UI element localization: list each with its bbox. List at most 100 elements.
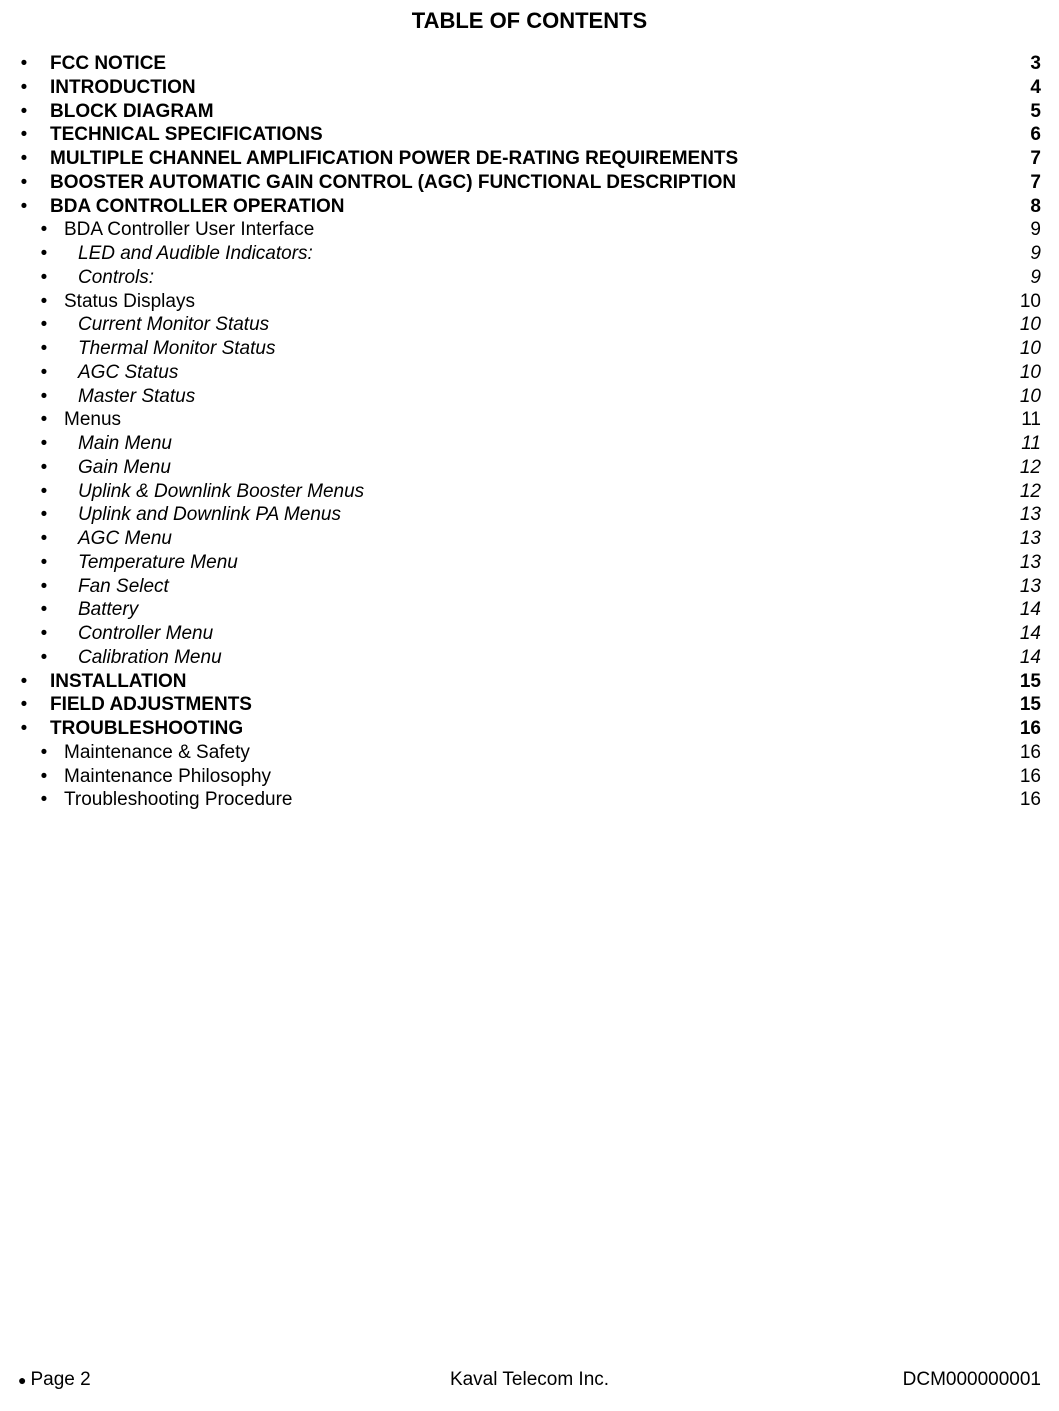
toc-entry-page: 5	[1011, 100, 1041, 124]
toc-entry-page: 7	[1011, 147, 1041, 171]
toc-entry-text: Troubleshooting Procedure	[64, 788, 1011, 812]
bullet-icon: •	[18, 670, 30, 694]
toc-entry-text: Battery	[78, 598, 1011, 622]
toc-entry-text: Uplink and Downlink PA Menus	[78, 503, 1011, 527]
toc-entry-page: 13	[1011, 551, 1041, 575]
toc-entry-page: 9	[1011, 242, 1041, 266]
bullet-icon: •	[18, 52, 30, 76]
toc-entry-text: BDA CONTROLLER OPERATION	[50, 195, 1011, 219]
toc-entry-text: Status Displays	[64, 290, 1011, 314]
bullet-icon: •	[38, 551, 50, 575]
toc-entry-page: 13	[1011, 575, 1041, 599]
toc-entry: • Temperature Menu13	[18, 551, 1041, 575]
bullet-icon: •	[38, 788, 50, 812]
toc-entry-page: 16	[1011, 741, 1041, 765]
bullet-icon: •	[18, 195, 30, 219]
toc-entry-text: INSTALLATION	[50, 670, 1011, 694]
footer-center: Kaval Telecom Inc.	[359, 1369, 700, 1391]
toc-entry-page: 16	[1011, 717, 1041, 741]
toc-entry: •Controls:9	[18, 266, 1041, 290]
toc-entry: •Thermal Monitor Status10	[18, 337, 1041, 361]
toc-entry-page: 13	[1011, 503, 1041, 527]
toc-entry-text: AGC Status	[78, 361, 1011, 385]
bullet-icon: •	[38, 527, 50, 551]
footer-right: DCM000000001	[700, 1369, 1041, 1391]
toc-entry-page: 10	[1011, 290, 1041, 314]
bullet-icon: •	[38, 361, 50, 385]
toc-entry-text: Maintenance & Safety	[64, 741, 1011, 765]
bullet-icon: •	[38, 266, 50, 290]
toc-entry-text: Controls:	[78, 266, 1011, 290]
toc-entry-page: 14	[1011, 622, 1041, 646]
bullet-icon: •	[38, 622, 50, 646]
toc-entry-page: 10	[1011, 385, 1041, 409]
toc-entry-page: 10	[1011, 337, 1041, 361]
bullet-icon: •	[18, 123, 30, 147]
toc-entry-page: 14	[1011, 598, 1041, 622]
bullet-icon: •	[38, 408, 50, 432]
page-title: TABLE OF CONTENTS	[18, 0, 1041, 52]
table-of-contents: •FCC NOTICE3•INTRODUCTION4•BLOCK DIAGRAM…	[18, 52, 1041, 812]
toc-entry-page: 14	[1011, 646, 1041, 670]
toc-entry-page: 16	[1011, 765, 1041, 789]
toc-entry: •Calibration Menu14	[18, 646, 1041, 670]
toc-entry: •Menus11	[18, 408, 1041, 432]
toc-entry-page: 7	[1011, 171, 1041, 195]
document-page: TABLE OF CONTENTS •FCC NOTICE3•INTRODUCT…	[0, 0, 1059, 1411]
toc-entry-text: Thermal Monitor Status	[78, 337, 1011, 361]
toc-entry-text: BDA Controller User Interface	[64, 218, 1011, 242]
toc-entry-text: Maintenance Philosophy	[64, 765, 1011, 789]
toc-entry-page: 10	[1011, 313, 1041, 337]
toc-entry: • Status Displays10	[18, 290, 1041, 314]
toc-entry-page: 13	[1011, 527, 1041, 551]
toc-entry: •Maintenance & Safety16	[18, 741, 1041, 765]
bullet-icon: •	[38, 313, 50, 337]
toc-entry-page: 4	[1011, 76, 1041, 100]
toc-entry-page: 10	[1011, 361, 1041, 385]
toc-entry-text: Main Menu	[78, 432, 1011, 456]
toc-entry-text: Menus	[64, 408, 1011, 432]
toc-entry-text: Gain Menu	[78, 456, 1011, 480]
toc-entry-page: 3	[1011, 52, 1041, 76]
bullet-icon: •	[38, 242, 50, 266]
toc-entry-text: MULTIPLE CHANNEL AMPLIFICATION POWER DE-…	[50, 147, 1011, 171]
toc-entry: •LED and Audible Indicators:9	[18, 242, 1041, 266]
toc-entry: •INTRODUCTION4	[18, 76, 1041, 100]
toc-entry: • Master Status10	[18, 385, 1041, 409]
toc-entry-page: 6	[1011, 123, 1041, 147]
toc-entry-text: Uplink & Downlink Booster Menus	[78, 480, 1011, 504]
toc-entry: •Uplink & Downlink Booster Menus12	[18, 480, 1041, 504]
toc-entry: •Uplink and Downlink PA Menus13	[18, 503, 1041, 527]
toc-entry-page: 16	[1011, 788, 1041, 812]
bullet-icon: •	[18, 171, 30, 195]
toc-entry-text: BOOSTER AUTOMATIC GAIN CONTROL (AGC) FUN…	[50, 171, 1011, 195]
bullet-icon: •	[38, 598, 50, 622]
bullet-icon: •	[18, 693, 30, 717]
toc-entry-page: 11	[1011, 432, 1041, 456]
toc-entry: • Troubleshooting Procedure16	[18, 788, 1041, 812]
toc-entry: •Fan Select13	[18, 575, 1041, 599]
bullet-icon: •	[38, 456, 50, 480]
toc-entry: •BDA CONTROLLER OPERATION8	[18, 195, 1041, 219]
bullet-icon: •	[38, 646, 50, 670]
bullet-icon: •	[38, 480, 50, 504]
toc-entry-text: Master Status	[78, 385, 1011, 409]
toc-entry: •FIELD ADJUSTMENTS15	[18, 693, 1041, 717]
bullet-icon: •	[18, 100, 30, 124]
toc-entry-text: Controller Menu	[78, 622, 1011, 646]
toc-entry: •Maintenance Philosophy16	[18, 765, 1041, 789]
bullet-icon: •	[38, 385, 50, 409]
footer-left-text: Page 2	[30, 1369, 90, 1391]
bullet-icon: •	[38, 290, 50, 314]
toc-entry-page: 15	[1011, 670, 1041, 694]
toc-entry-page: 12	[1011, 456, 1041, 480]
bullet-icon: •	[18, 717, 30, 741]
toc-entry: •BLOCK DIAGRAM5	[18, 100, 1041, 124]
toc-entry: • Main Menu11	[18, 432, 1041, 456]
footer-left: ● Page 2	[18, 1369, 359, 1391]
bullet-icon: •	[38, 432, 50, 456]
toc-entry-text: Temperature Menu	[78, 551, 1011, 575]
toc-entry: • AGC Status10	[18, 361, 1041, 385]
bullet-icon: •	[38, 218, 50, 242]
toc-entry-text: FIELD ADJUSTMENTS	[50, 693, 1011, 717]
